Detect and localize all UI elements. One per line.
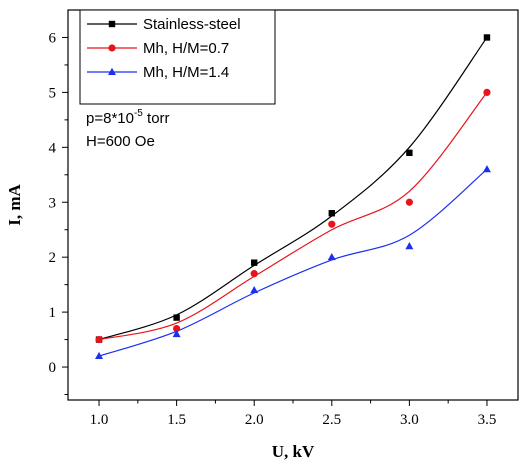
legend-marker-2 (108, 67, 116, 75)
axis-ticks: 1.0 1.5 2.0 2.5 3.0 3.5 0 1 2 3 4 5 6 (49, 30, 497, 428)
legend-label-1: Mh, H/M=0.7 (143, 40, 229, 57)
series-1-point-1 (173, 324, 181, 333)
y-axis-title: I, mA (5, 184, 24, 226)
y-tick-label-6: 6 (49, 30, 57, 46)
series-1-fit-line (98, 92, 488, 341)
series-2-point-3 (327, 252, 336, 261)
series-0-point-1 (173, 314, 180, 321)
legend-label-2: Mh, H/M=1.4 (143, 64, 229, 81)
series-2-point-0 (95, 351, 104, 360)
series-2-point-2 (250, 285, 259, 294)
series-1-point-0 (95, 335, 103, 344)
y-tick-label-0: 0 (49, 360, 57, 376)
x-axis-title: U, kV (272, 442, 315, 461)
legend: Stainless-steel Mh, H/M=0.7 Mh, H/M=1.4 p=… (79, 9, 276, 150)
x-tick-label-5: 3.5 (478, 412, 497, 428)
y-tick-label-5: 5 (49, 85, 57, 101)
fit-lines (98, 37, 488, 357)
series-0-point-2 (251, 259, 258, 266)
series-2-point-1 (172, 329, 181, 338)
y-tick-label-4: 4 (49, 140, 57, 156)
series-1-point-4 (405, 198, 413, 206)
data-markers (95, 34, 491, 360)
series-2-point-4 (405, 241, 414, 250)
x-tick-label-4: 3.0 (400, 412, 419, 428)
series-0-point-5 (483, 34, 491, 41)
x-tick-label-1: 1.5 (167, 412, 186, 428)
y-tick-label-2: 2 (49, 250, 57, 266)
legend-annotation-field: H=600 Oe (86, 133, 155, 150)
series-1-point-2 (250, 270, 258, 278)
x-tick-label-0: 1.0 (90, 412, 109, 428)
series-1-point-3 (328, 220, 336, 228)
legend-items: Stainless-steel Mh, H/M=0.7 Mh, H/M=1.4 (87, 16, 241, 81)
x-tick-label-2: 2.0 (245, 412, 264, 428)
legend-marker-1 (108, 44, 116, 52)
legend-annotation-pressure: p=8*10-5 torr (86, 108, 170, 127)
series-2-point-5 (482, 165, 491, 173)
series-1-point-5 (483, 88, 491, 96)
legend-label-0: Stainless-steel (143, 16, 241, 33)
y-tick-label-1: 1 (49, 305, 57, 321)
series-0-point-4 (406, 149, 413, 157)
series-0-point-3 (328, 210, 335, 217)
x-tick-label-3: 2.5 (322, 412, 341, 428)
series-0-fit-line (98, 37, 488, 341)
y-tick-label-3: 3 (49, 195, 57, 211)
legend-marker-0 (108, 20, 116, 28)
series-2-fit-line (98, 168, 488, 357)
